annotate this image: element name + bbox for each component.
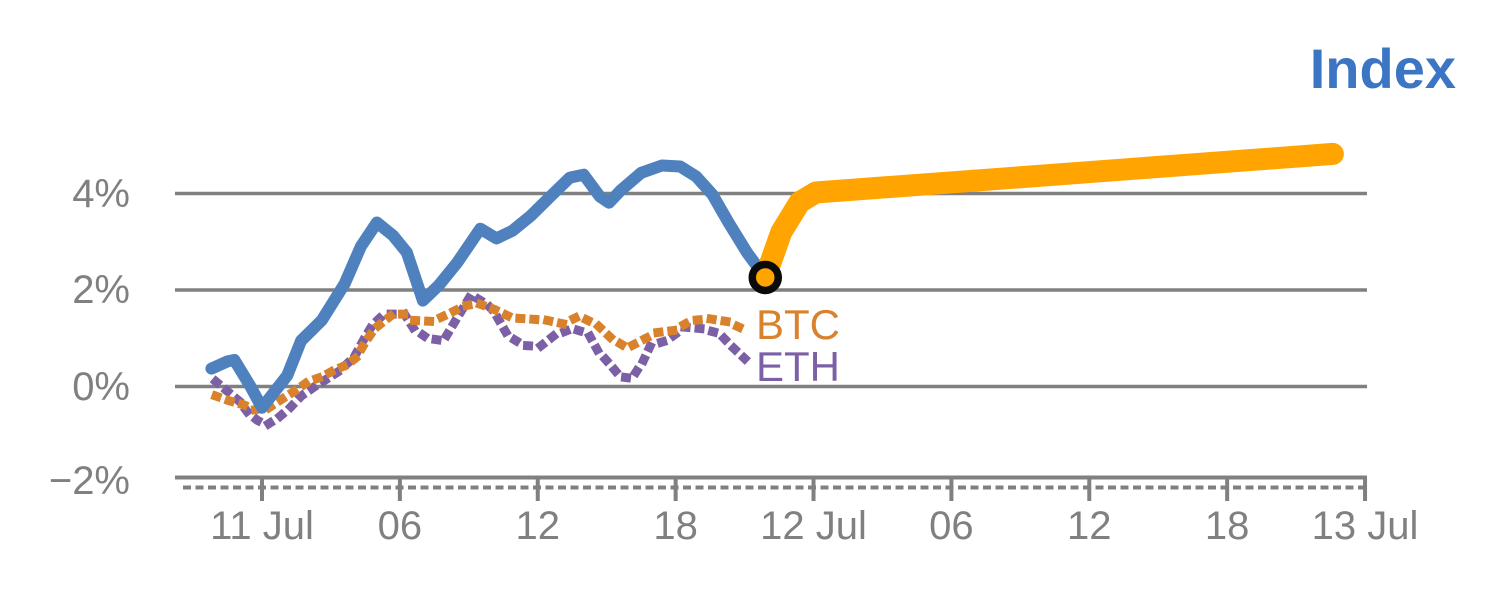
x-axis-label: 13 Jul bbox=[1311, 504, 1419, 548]
y-axis-label: 0% bbox=[72, 364, 130, 409]
eth-series-label: ETH bbox=[756, 343, 840, 390]
btc-series-label: BTC bbox=[756, 301, 840, 348]
btc-dotted-line bbox=[210, 299, 749, 415]
x-axis-label: 11 Jul bbox=[210, 504, 314, 548]
x-axis-label: 18 bbox=[653, 504, 698, 548]
x-axis-label: 12 bbox=[1067, 504, 1112, 548]
x-axis-label: 06 bbox=[377, 504, 423, 548]
y-axis-label: 4% bbox=[72, 171, 130, 216]
eth-dotted-line bbox=[209, 290, 751, 430]
index-line bbox=[205, 159, 772, 414]
forecast-start-marker bbox=[748, 260, 783, 295]
chart-title: Index bbox=[1309, 37, 1456, 100]
x-axis-label: 12 Jul bbox=[760, 504, 867, 548]
x-axis-label: 06 bbox=[929, 504, 974, 548]
x-axis-label: 12 bbox=[515, 504, 561, 548]
y-axis-label: 2% bbox=[72, 268, 130, 312]
y-axis-label: −2% bbox=[48, 459, 130, 503]
x-axis-label: 18 bbox=[1204, 504, 1250, 548]
forecast-line bbox=[754, 142, 1344, 289]
